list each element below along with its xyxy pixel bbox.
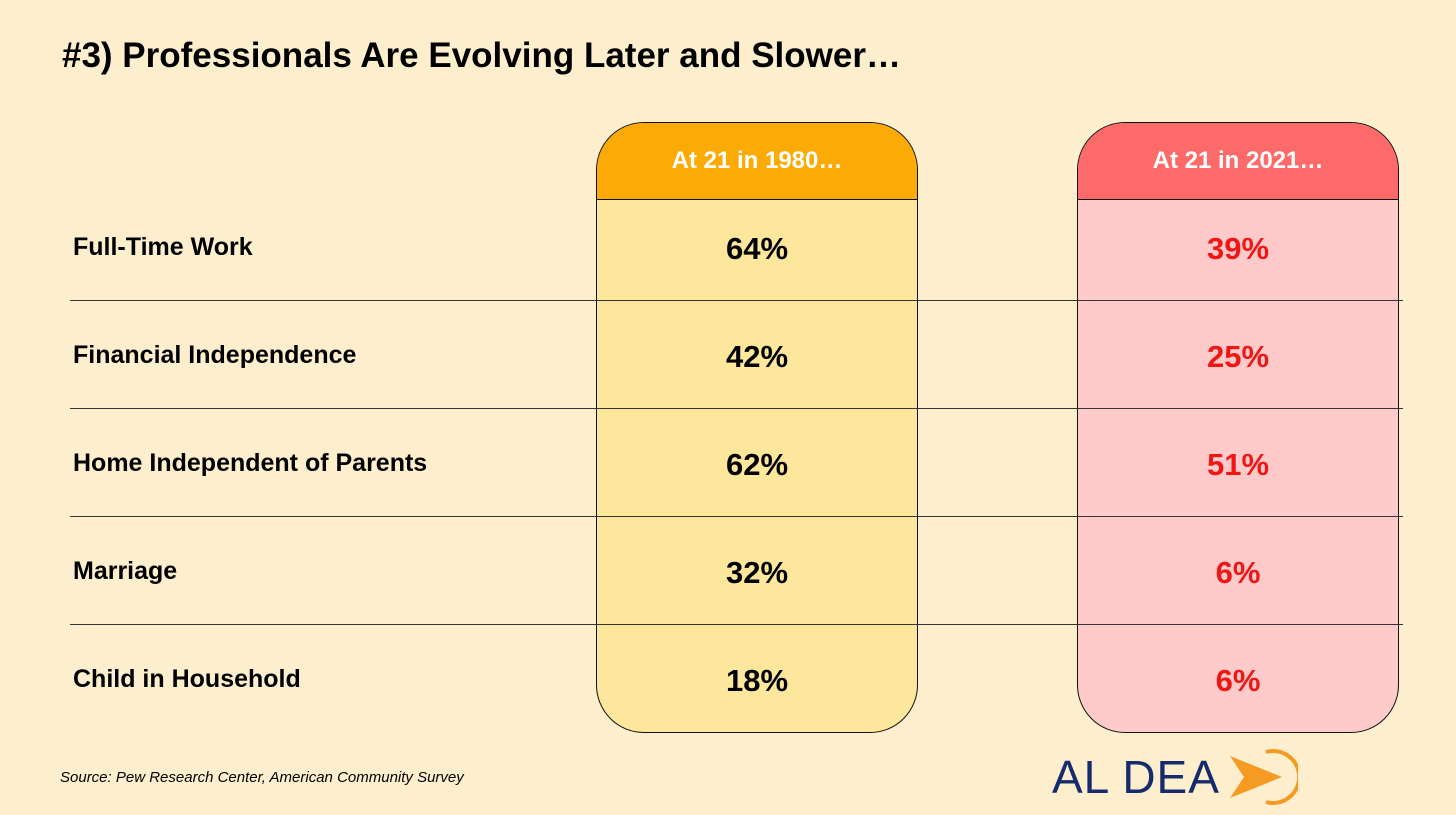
value-2021-child-in-household: 6% [1215, 663, 1261, 698]
value-1980-financial-independence: 42% [725, 339, 789, 374]
column-2021: At 21 in 2021… [1077, 122, 1399, 733]
row-label-marriage: Marriage [73, 557, 178, 585]
row-label-child-in-household: Child in Household [73, 665, 301, 693]
value-2021-financial-independence: 25% [1206, 339, 1270, 374]
value-2021-home-independent: 51% [1206, 447, 1270, 482]
source-note: Source: Pew Research Center, American Co… [60, 769, 464, 786]
row-divider [70, 516, 1403, 517]
value-1980-marriage: 32% [725, 555, 789, 590]
value-2021-full-time-work: 39% [1206, 231, 1270, 266]
page-title: #3) Professionals Are Evolving Later and… [62, 36, 901, 75]
value-1980-child-in-household: 18% [725, 663, 789, 698]
value-2021-marriage: 6% [1215, 555, 1261, 590]
row-label-full-time-work: Full-Time Work [73, 233, 253, 261]
value-1980-home-independent: 62% [725, 447, 789, 482]
column-2021-header: At 21 in 2021… [1078, 123, 1398, 200]
orange-arrow-circle-icon [1229, 749, 1298, 805]
logo-text: AL DEA [1052, 751, 1220, 803]
column-1980: At 21 in 1980… [596, 122, 918, 733]
row-label-home-independent: Home Independent of Parents [73, 449, 428, 477]
column-1980-header: At 21 in 1980… [597, 123, 917, 200]
al-dea-logo: AL DEA [1052, 744, 1442, 810]
row-divider [70, 408, 1403, 409]
value-1980-full-time-work: 64% [725, 231, 789, 266]
row-divider [70, 300, 1403, 301]
row-label-financial-independence: Financial Independence [73, 341, 357, 369]
row-divider [70, 624, 1403, 625]
